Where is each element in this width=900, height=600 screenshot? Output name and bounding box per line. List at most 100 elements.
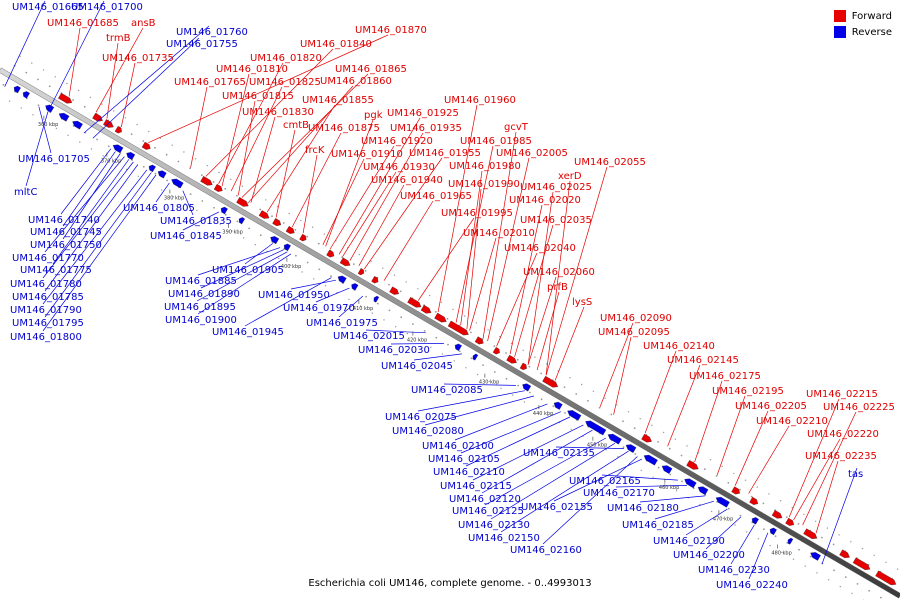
gene-leader-line: [821, 467, 858, 565]
gene-leader-line: [802, 411, 857, 526]
guide-dot: [236, 194, 238, 197]
guide-dot: [364, 270, 367, 272]
forward-gene-arrow: [506, 354, 517, 364]
reverse-gene-arrow: [373, 295, 380, 303]
guide-dot: [850, 541, 852, 543]
gene-leader-line: [364, 157, 443, 270]
guide-dot: [247, 201, 250, 204]
gene-leader-line: [315, 287, 350, 303]
guide-dot: [213, 206, 215, 209]
forward-gene-arrow: [92, 112, 103, 122]
gene-leader-line: [500, 450, 629, 533]
gene-leader-line: [106, 42, 119, 119]
reverse-gene-arrow: [148, 164, 156, 173]
gene-leader-line: [42, 161, 134, 279]
guide-dot: [493, 345, 496, 347]
guide-dot: [172, 196, 175, 198]
guide-dot: [522, 349, 524, 351]
guide-dot: [324, 285, 327, 287]
gene-label: UM146_02100: [422, 441, 494, 452]
reverse-gene-arrow: [625, 444, 637, 453]
guide-dot: [868, 589, 871, 592]
guide-dot: [165, 153, 168, 156]
gene-leader-line: [417, 390, 525, 412]
gene-label: UM146_02005: [496, 148, 568, 159]
gene-label: UM146_01920: [361, 136, 433, 147]
guide-dot: [67, 134, 69, 136]
guide-dot: [564, 412, 566, 414]
gene-label: UM146_02205: [735, 401, 807, 412]
guide-dot: [107, 145, 110, 148]
gene-label: UM146_02080: [392, 426, 464, 437]
gene-leader-line: [437, 104, 478, 313]
guide-dot: [148, 130, 150, 133]
guide-dot: [605, 449, 607, 451]
guide-dot: [371, 312, 373, 314]
guide-dot: [627, 411, 630, 413]
guide-dot: [851, 592, 853, 595]
gene-label: UM146_01995: [441, 208, 513, 219]
guide-dot: [288, 212, 290, 215]
guide-dot: [744, 479, 747, 481]
guide-dot: [224, 213, 227, 216]
gene-leader-line: [545, 180, 571, 376]
reverse-gene-arrow: [337, 275, 347, 284]
gene-label: UM146_02240: [716, 580, 788, 591]
guide-dot: [475, 322, 478, 324]
gene-leader-line: [325, 119, 374, 247]
guide-dot: [762, 502, 765, 505]
gene-label: UM146_02010: [463, 228, 535, 239]
guide-dot: [434, 311, 437, 313]
gene-label: UM146_01890: [168, 289, 240, 300]
gene-leader-line: [302, 154, 318, 234]
guide-dot: [154, 146, 156, 149]
forward-gene-arrow: [731, 486, 741, 495]
gene-leader-line: [788, 398, 840, 518]
gene-leader-line: [482, 131, 517, 339]
gene-label: UM146_02030: [358, 345, 430, 356]
guide-dot: [634, 453, 637, 455]
gene-leader-line: [443, 383, 516, 386]
guide-dot: [37, 104, 40, 107]
guide-dot: [528, 365, 531, 368]
reverse-gene-arrow: [643, 454, 658, 466]
gene-label: UM146_01760: [176, 27, 248, 38]
forward-gene-arrow: [200, 176, 213, 186]
gene-leader-line: [200, 249, 284, 289]
forward-gene-arrow: [114, 126, 122, 134]
gene-label: UM146_01960: [444, 95, 516, 106]
reverse-gene-arrow: [220, 206, 228, 215]
gene-leader-line: [221, 73, 250, 186]
reverse-gene-arrow: [522, 383, 532, 392]
legend-reverse-label: Reverse: [851, 26, 892, 38]
gene-leader-line: [4, 0, 46, 87]
gene-leader-line: [338, 295, 364, 318]
gene-leader-line: [613, 336, 632, 415]
guide-dot: [142, 165, 145, 168]
gene-label: UM146_02125: [452, 506, 524, 517]
guide-dot: [189, 193, 192, 196]
guide-dot: [435, 336, 438, 339]
gene-label: UM146_02145: [667, 355, 739, 366]
gene-leader-line: [542, 456, 638, 545]
guide-dot: [856, 583, 859, 585]
scale-label: 440 kbp: [533, 411, 553, 417]
gene-leader-line: [237, 100, 256, 196]
guide-dot: [399, 290, 402, 293]
guide-dot: [739, 488, 741, 491]
gene-label: UM146_02105: [428, 454, 500, 465]
gene-label: UM146_02075: [385, 412, 457, 423]
guide-dot: [727, 482, 730, 484]
guide-dot: [476, 373, 479, 376]
guide-dot: [680, 454, 683, 457]
gene-leader-line: [545, 166, 608, 376]
gene-leader-line: [196, 251, 288, 302]
gene-label: UM146_01770: [12, 253, 84, 264]
gene-leader-line: [38, 106, 52, 154]
gene-leader-line: [250, 116, 276, 203]
guide-dot: [757, 538, 760, 540]
guide-dot: [417, 288, 419, 290]
gene-label: UM146_02140: [643, 341, 715, 352]
gene-label: UM146_02150: [468, 533, 540, 544]
guide-dot: [500, 387, 502, 389]
